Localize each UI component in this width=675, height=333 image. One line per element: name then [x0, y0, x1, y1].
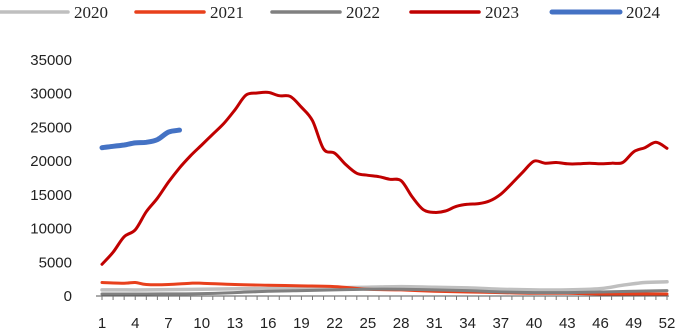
- x-tick-label: 52: [659, 315, 675, 332]
- x-tick-label: 43: [559, 315, 576, 332]
- y-tick-label: 25000: [30, 119, 72, 136]
- x-tick-label: 49: [625, 315, 642, 332]
- x-tick-label: 46: [592, 315, 609, 332]
- series-line-2022: [100, 287, 669, 296]
- legend-item-2023: 2023: [409, 3, 519, 22]
- y-tick-label: 10000: [30, 221, 72, 238]
- y-tick-label: 35000: [30, 52, 72, 69]
- series-line-2020: [100, 280, 669, 292]
- legend-label: 2021: [210, 3, 244, 22]
- legend-item-2020: 2020: [0, 3, 108, 22]
- legend-item-2021: 2021: [134, 3, 244, 22]
- x-tick-label: 37: [492, 315, 509, 332]
- x-tick-label: 31: [426, 315, 443, 332]
- x-tick-label: 22: [326, 315, 343, 332]
- x-tick-label: 34: [459, 315, 476, 332]
- x-tick-label: 19: [293, 315, 310, 332]
- series-line-2024: [99, 127, 182, 151]
- y-tick-label: 15000: [30, 187, 72, 204]
- x-tick-label: 13: [227, 315, 244, 332]
- y-axis: 0 5000 10000 15000 20000 25000 30000 35000: [30, 52, 72, 305]
- y-tick-label: 20000: [30, 153, 72, 170]
- y-tick-label: 5000: [39, 254, 72, 271]
- legend-label: 2022: [346, 3, 380, 22]
- legend-label: 2024: [626, 3, 661, 22]
- legend-item-2022: 2022: [270, 3, 380, 22]
- plot-area: [99, 90, 669, 296]
- x-axis: 1 4 7 10 13 16 19 22 25 28 31 34 37 40 43 46 49 52: [96, 295, 675, 332]
- legend-label: 2020: [74, 3, 108, 22]
- x-tick-label: 25: [360, 315, 377, 332]
- legend-label: 2023: [485, 3, 519, 22]
- x-tick-label: 1: [98, 315, 106, 332]
- x-tick-label: 28: [393, 315, 410, 332]
- x-tick-label: 4: [131, 315, 139, 332]
- series-line-2023: [100, 90, 669, 266]
- y-tick-label: 0: [64, 288, 72, 305]
- x-tick-label: 10: [193, 315, 210, 332]
- legend: 2020 2021 2022 2023 2024: [0, 3, 661, 22]
- y-tick-label: 30000: [30, 86, 72, 103]
- x-tick-label: 7: [164, 315, 172, 332]
- legend-item-2024: 2024: [549, 3, 661, 22]
- x-tick-label: 40: [526, 315, 543, 332]
- x-tick-label: 16: [260, 315, 277, 332]
